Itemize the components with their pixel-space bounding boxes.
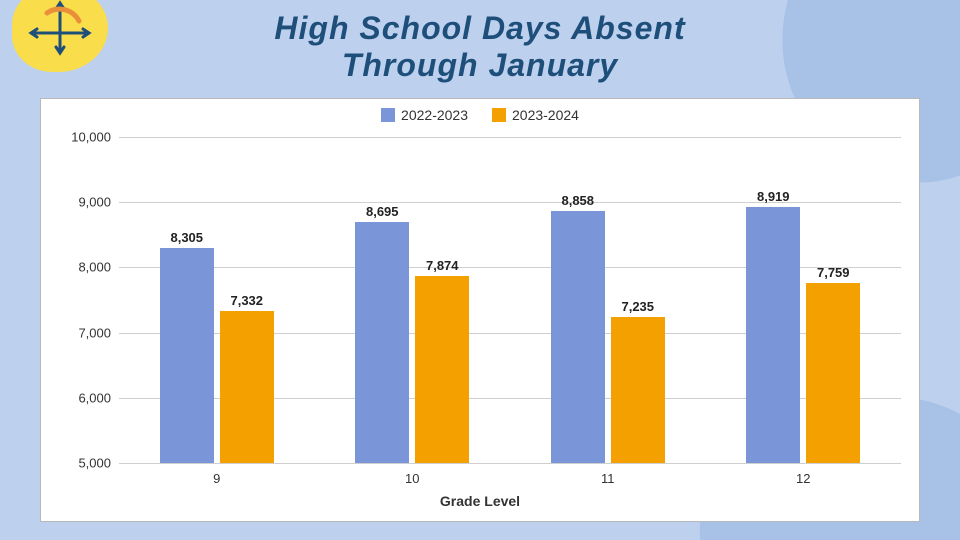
title-line-1: High School Days Absent [274,10,685,46]
y-tick-label: 7,000 [78,325,111,340]
page-title: High School Days Absent Through January [0,10,960,84]
bar-value-label: 7,332 [230,293,263,308]
bar-group: 8,6957,874 [355,222,469,463]
bar-value-label: 8,919 [757,189,790,204]
legend-label-1: 2022-2023 [401,107,468,123]
y-tick-label: 5,000 [78,456,111,471]
bar: 8,858 [551,211,605,463]
x-tick-label: 11 [601,471,615,486]
bar: 7,235 [611,317,665,463]
bar-group: 8,3057,332 [160,248,274,463]
title-line-2: Through January [342,47,618,83]
legend-swatch-1 [381,108,395,122]
bar-value-label: 8,695 [366,204,399,219]
bar-group: 8,8587,235 [551,211,665,463]
bar-value-label: 7,759 [817,265,850,280]
legend-item-series-1: 2022-2023 [381,107,468,123]
bar-group: 8,9197,759 [746,207,860,463]
legend-item-series-2: 2023-2024 [492,107,579,123]
chart-legend: 2022-2023 2023-2024 [41,107,919,123]
bar-value-label: 7,235 [621,299,654,314]
bar-value-label: 7,874 [426,258,459,273]
y-tick-label: 10,000 [71,130,111,145]
x-tick-label: 12 [796,471,810,486]
gridline [119,463,901,464]
bar: 8,695 [355,222,409,463]
x-axis-label: Grade Level [41,493,919,509]
bar: 7,332 [220,311,274,463]
x-tick-label: 9 [213,471,220,486]
bar: 8,919 [746,207,800,463]
legend-swatch-2 [492,108,506,122]
bar: 7,759 [806,283,860,463]
gridline [119,137,901,138]
chart-plot-area: 5,0006,0007,0008,0009,00010,0008,3057,33… [119,137,901,463]
x-tick-label: 10 [405,471,419,486]
bar-value-label: 8,858 [561,193,594,208]
bar: 8,305 [160,248,214,463]
bar: 7,874 [415,276,469,463]
y-tick-label: 8,000 [78,260,111,275]
chart-card: 2022-2023 2023-2024 5,0006,0007,0008,000… [40,98,920,522]
y-tick-label: 9,000 [78,195,111,210]
legend-label-2: 2023-2024 [512,107,579,123]
y-tick-label: 6,000 [78,390,111,405]
bar-value-label: 8,305 [170,230,203,245]
